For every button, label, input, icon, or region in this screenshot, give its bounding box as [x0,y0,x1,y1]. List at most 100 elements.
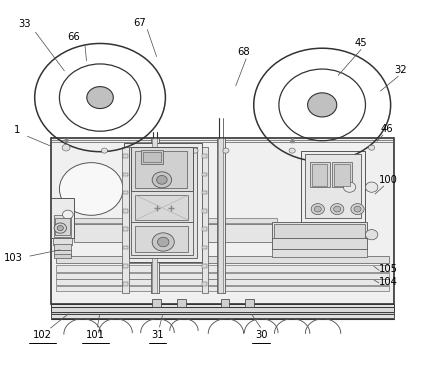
Text: 1: 1 [14,126,21,135]
Bar [53,237,72,245]
Circle shape [59,163,123,215]
Bar [202,282,207,286]
Bar [74,224,277,242]
Bar [123,246,128,249]
Bar [51,307,394,312]
Bar [332,161,352,187]
Text: 68: 68 [237,47,250,57]
Circle shape [54,223,66,233]
Text: 103: 103 [4,254,23,264]
Bar [202,209,207,213]
Text: 30: 30 [255,330,268,340]
Circle shape [365,230,378,240]
Bar [334,164,350,186]
Circle shape [330,204,344,215]
Circle shape [157,237,169,247]
Bar [51,312,394,315]
Circle shape [351,204,364,215]
Bar [123,282,128,286]
Circle shape [223,148,229,153]
Bar [131,147,193,191]
Bar [202,172,207,176]
Bar [177,299,186,307]
Circle shape [87,87,113,109]
Bar [143,152,160,162]
Bar [202,147,208,293]
Text: 46: 46 [381,124,393,134]
Text: 33: 33 [19,19,31,29]
Bar [141,150,163,164]
Bar [56,273,389,279]
Bar [124,143,202,262]
Bar [123,228,128,231]
Bar [56,265,389,272]
Circle shape [192,148,198,153]
Bar [131,191,193,222]
Bar [218,138,223,293]
Text: 45: 45 [354,38,367,48]
Circle shape [152,233,174,251]
Bar [129,147,197,258]
Text: 104: 104 [379,277,398,287]
Bar [301,150,365,222]
Text: 67: 67 [133,18,146,28]
Bar [136,226,188,252]
Bar [202,264,207,268]
Text: 31: 31 [151,330,164,340]
Bar [272,238,367,249]
Circle shape [289,148,295,153]
Bar [122,147,129,293]
Bar [54,254,71,258]
Text: 66: 66 [67,32,80,42]
Bar [272,248,367,257]
Bar [245,299,254,307]
Circle shape [343,182,356,192]
Bar [54,244,71,250]
Text: 105: 105 [379,264,398,275]
Bar [272,222,367,239]
Bar [305,154,361,218]
Bar [311,164,327,186]
Bar [54,250,71,255]
Circle shape [156,175,167,184]
Circle shape [354,206,361,212]
Circle shape [62,210,73,219]
Bar [51,198,74,238]
Bar [136,195,188,220]
Bar [123,264,128,268]
Text: 32: 32 [394,65,407,75]
Bar [51,138,394,304]
Bar [54,215,71,236]
Circle shape [311,204,324,215]
Bar [151,138,159,293]
Bar [123,191,128,195]
Text: 100: 100 [379,175,398,185]
Bar [202,154,207,158]
Circle shape [57,226,63,231]
Circle shape [101,148,108,153]
Circle shape [369,145,375,150]
Circle shape [314,206,321,212]
Bar [56,279,389,285]
Bar [152,299,160,307]
Text: 102: 102 [33,330,52,340]
Bar [275,224,365,237]
Bar [56,256,389,263]
Bar [202,246,207,249]
Circle shape [365,182,378,192]
Bar [202,228,207,231]
Bar [131,222,193,255]
Text: 101: 101 [86,330,105,340]
Bar [51,304,394,307]
Bar [54,218,70,235]
Bar [221,299,229,307]
Bar [310,161,330,187]
Bar [136,151,187,188]
Bar [217,138,225,293]
Bar [56,286,389,291]
Bar [123,209,128,213]
Circle shape [152,172,171,188]
Bar [123,172,128,176]
Circle shape [307,93,337,117]
Bar [51,315,394,318]
